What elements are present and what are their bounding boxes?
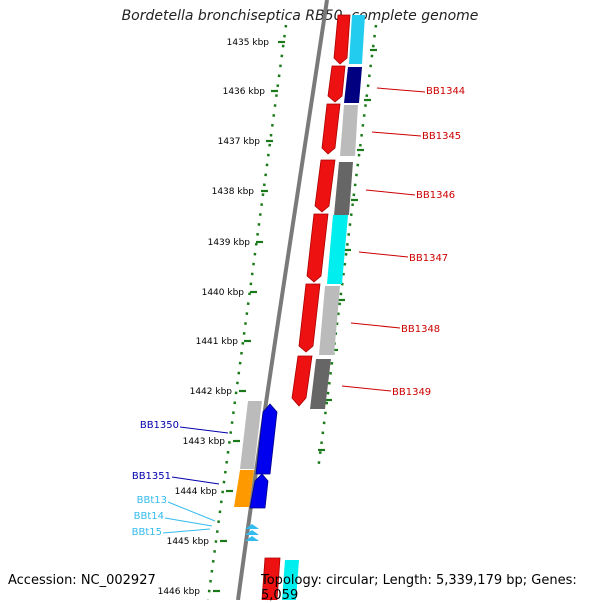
gene-box-bb1346[interactable] <box>334 162 353 215</box>
gene-box-bb1348[interactable] <box>319 286 340 355</box>
forward-gene-track <box>261 14 365 600</box>
gene-arrow-bb1346[interactable] <box>314 159 336 213</box>
leader-line-bb1349 <box>341 385 392 392</box>
ruler-label: 1439 kbp <box>208 238 251 248</box>
gene-label-bb1351[interactable]: BB1351 <box>132 471 171 482</box>
leader-line-bbt15 <box>162 528 211 534</box>
trna-label-bbt14[interactable]: BBt14 <box>134 511 164 522</box>
gene-label-bb1347[interactable]: BB1347 <box>409 253 448 264</box>
ruler-label: 1435 kbp <box>227 38 270 48</box>
gene-labels: BB1344 BB1345 BB1346 BB1347 BB1348 BB134… <box>132 86 466 538</box>
ruler-label: 1441 kbp <box>196 337 239 347</box>
leader-line-bbt14 <box>164 517 213 527</box>
gene-box-bb1350[interactable] <box>240 401 262 469</box>
leader-line-bbt13 <box>167 501 216 522</box>
gene-label-bb1348[interactable]: BB1348 <box>401 324 440 335</box>
leader-line-bb1346 <box>365 189 416 196</box>
gene-label-bb1346[interactable]: BB1346 <box>416 190 455 201</box>
gene-arrow[interactable] <box>333 14 351 65</box>
gene-box-bb1344[interactable] <box>344 67 362 103</box>
ruler-label: 1442 kbp <box>190 387 233 397</box>
map-title: Bordetella bronchiseptica RB50, complete… <box>121 8 479 24</box>
gene-box-bb1351[interactable] <box>234 470 254 507</box>
ruler-label: 1438 kbp <box>212 187 255 197</box>
gene-label-bb1344[interactable]: BB1344 <box>426 86 465 97</box>
trna-label-bbt15[interactable]: BBt15 <box>132 527 162 538</box>
ruler-major-ticks <box>213 40 285 593</box>
leader-line-bb1347 <box>358 251 409 258</box>
gene-label-bb1350[interactable]: BB1350 <box>140 420 179 431</box>
ruler-label: 1437 kbp <box>218 137 261 147</box>
gene-label-bb1345[interactable]: BB1345 <box>422 131 461 142</box>
leader-line-bb1351 <box>171 476 220 485</box>
gene-arrow-bb1348[interactable] <box>298 283 321 353</box>
ruler-label: 1443 kbp <box>183 437 226 447</box>
gene-arrow-bb1345[interactable] <box>321 103 341 155</box>
trna-label-bbt13[interactable]: BBt13 <box>137 495 167 506</box>
accession-label: Accession: NC_002927 <box>8 573 156 588</box>
gene-box-bb1345[interactable] <box>340 105 358 156</box>
gene-box-bb1347[interactable] <box>327 215 348 284</box>
ruler-label: 1446 kbp <box>158 587 201 597</box>
gene-arrow-bb1347[interactable] <box>306 213 329 283</box>
ruler-label: 1445 kbp <box>167 537 210 547</box>
ruler-label: 1444 kbp <box>175 487 218 497</box>
gene-arrow-bb1350[interactable] <box>255 403 278 475</box>
leader-line-bb1350 <box>179 426 229 434</box>
reverse-gene-track <box>234 401 278 541</box>
genome-backbone <box>236 0 329 600</box>
ruler-dotted-line <box>206 24 288 600</box>
gene-arrow-bb1351[interactable] <box>249 473 269 509</box>
gene-box[interactable] <box>282 560 299 600</box>
ruler-label: 1436 kbp <box>223 87 266 97</box>
right-tick-line <box>316 24 378 471</box>
leader-line-bb1345 <box>371 131 422 137</box>
trna-marker-bbt14[interactable] <box>245 530 259 535</box>
genome-summary: Topology: circular; Length: 5,339,179 bp… <box>261 573 577 603</box>
gene-arrow-bb1349[interactable] <box>291 355 313 407</box>
trna-marker-bbt15[interactable] <box>245 536 259 541</box>
leader-line-bb1344 <box>376 87 426 93</box>
gene-arrow[interactable] <box>261 557 281 600</box>
leader-line-bb1348 <box>350 322 401 329</box>
gene-box-bb1349[interactable] <box>310 359 331 409</box>
gene-label-bb1349[interactable]: BB1349 <box>392 387 431 398</box>
kbp-ruler: 1435 kbp 1436 kbp 1437 kbp 1438 kbp 1439… <box>158 24 288 600</box>
gene-arrow-bb1344[interactable] <box>327 65 346 103</box>
gene-box[interactable] <box>349 15 365 64</box>
ruler-label: 1440 kbp <box>202 288 245 298</box>
trna-marker-bbt13[interactable] <box>245 524 259 529</box>
